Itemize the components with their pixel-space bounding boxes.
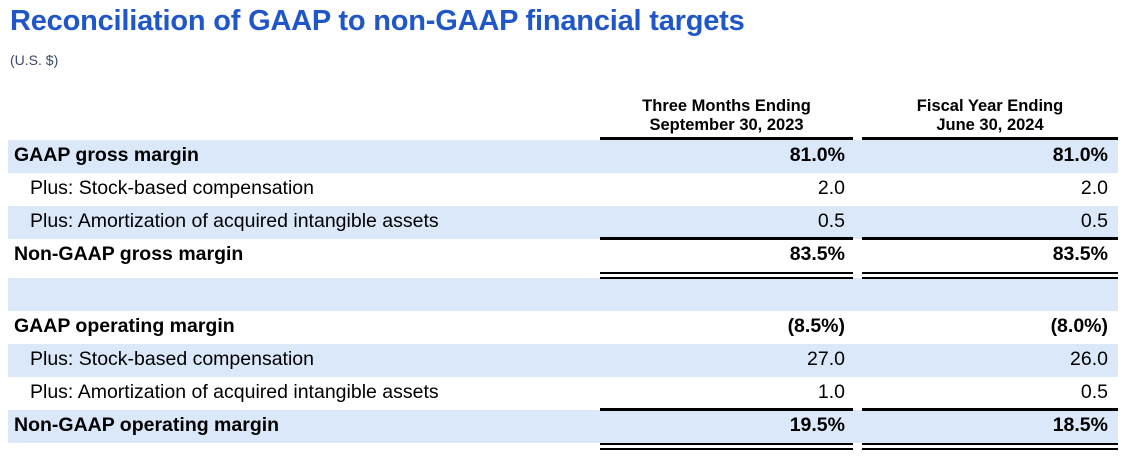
row-value-fiscal-year: 0.5 xyxy=(862,377,1118,411)
row-value-fiscal-year: 81.0% xyxy=(1052,144,1108,166)
row-value-three-months: 19.5% xyxy=(789,414,845,436)
row-value-fiscal-year xyxy=(862,278,1118,311)
column-gap xyxy=(853,239,862,272)
column-gap xyxy=(853,140,862,173)
row-label xyxy=(8,278,600,311)
table-row: Non-GAAP gross margin 83.5% 83.5% xyxy=(8,239,1118,272)
row-value-fiscal-year: 18.5% xyxy=(1052,414,1108,436)
rule-spacer xyxy=(8,443,600,451)
table-row: GAAP operating margin (8.5%) (8.0%) xyxy=(8,311,1118,344)
row-value-fiscal-year: 0.5 xyxy=(862,206,1118,240)
row-value-three-months: 83.5% xyxy=(789,243,845,265)
double-rule-row xyxy=(8,272,1118,279)
table-row xyxy=(8,278,1118,311)
column-gap xyxy=(853,311,862,344)
row-value-fiscal-year: 2.0 xyxy=(1080,177,1108,199)
double-rule-fiscal-year xyxy=(862,443,1118,451)
row-label: Plus: Stock-based compensation xyxy=(30,177,314,199)
row-value-three-months: 27.0 xyxy=(807,348,845,370)
column-gap xyxy=(853,443,862,451)
table-row: Plus: Amortization of acquired intangibl… xyxy=(8,377,1118,411)
row-value-three-months: (8.5%) xyxy=(787,315,845,337)
column-gap xyxy=(853,206,862,240)
table-row: Plus: Stock-based compensation 27.0 26.0 xyxy=(8,344,1118,377)
column-gap xyxy=(853,377,862,411)
column-gap xyxy=(853,173,862,206)
column-header-line: June 30, 2024 xyxy=(936,115,1044,134)
table-row: Non-GAAP operating margin 19.5% 18.5% xyxy=(8,410,1118,443)
double-rule-fiscal-year xyxy=(862,272,1118,279)
column-header-line: September 30, 2023 xyxy=(649,115,804,134)
page-title: Reconciliation of GAAP to non-GAAP finan… xyxy=(10,5,745,37)
row-value-fiscal-year: 26.0 xyxy=(1070,348,1108,370)
column-gap xyxy=(853,278,862,311)
row-label: Non-GAAP operating margin xyxy=(14,414,280,436)
column-gap xyxy=(853,344,862,377)
column-header-three-months: Three Months Ending September 30, 2023 xyxy=(600,97,853,140)
column-gap xyxy=(853,410,862,443)
row-label: Plus: Amortization of acquired intangibl… xyxy=(30,381,439,403)
reconciliation-table: Three Months Ending September 30, 2023 F… xyxy=(8,92,1118,451)
table-row: Plus: Amortization of acquired intangibl… xyxy=(8,206,1118,240)
table-body: GAAP gross margin 81.0% 81.0% Plus: Stoc… xyxy=(8,140,1118,451)
table-row: GAAP gross margin 81.0% 81.0% xyxy=(8,140,1118,173)
row-value-fiscal-year: (8.0%) xyxy=(1050,315,1108,337)
row-label: Plus: Stock-based compensation xyxy=(30,348,314,370)
table-header-row: Three Months Ending September 30, 2023 F… xyxy=(8,92,1118,140)
row-label: Plus: Amortization of acquired intangibl… xyxy=(30,210,439,232)
currency-note: (U.S. $) xyxy=(10,52,59,68)
double-rule-three-months xyxy=(600,443,853,451)
double-rule-row xyxy=(8,443,1118,451)
column-header-line: Fiscal Year Ending xyxy=(916,97,1064,115)
row-value-three-months: 2.0 xyxy=(817,177,845,199)
row-label: GAAP gross margin xyxy=(14,144,199,166)
row-label: Non-GAAP gross margin xyxy=(14,243,244,265)
row-label: GAAP operating margin xyxy=(14,315,235,337)
column-header-line: Three Months Ending xyxy=(642,97,811,115)
table-row: Plus: Stock-based compensation 2.0 2.0 xyxy=(8,173,1118,206)
column-header-fiscal-year: Fiscal Year Ending June 30, 2024 xyxy=(862,97,1118,140)
row-value-fiscal-year: 83.5% xyxy=(1052,243,1108,265)
row-value-three-months: 1.0 xyxy=(600,377,853,411)
row-value-three-months: 81.0% xyxy=(789,144,845,166)
row-value-three-months xyxy=(600,278,853,311)
double-rule-three-months xyxy=(600,272,853,279)
row-value-three-months: 0.5 xyxy=(600,206,853,240)
